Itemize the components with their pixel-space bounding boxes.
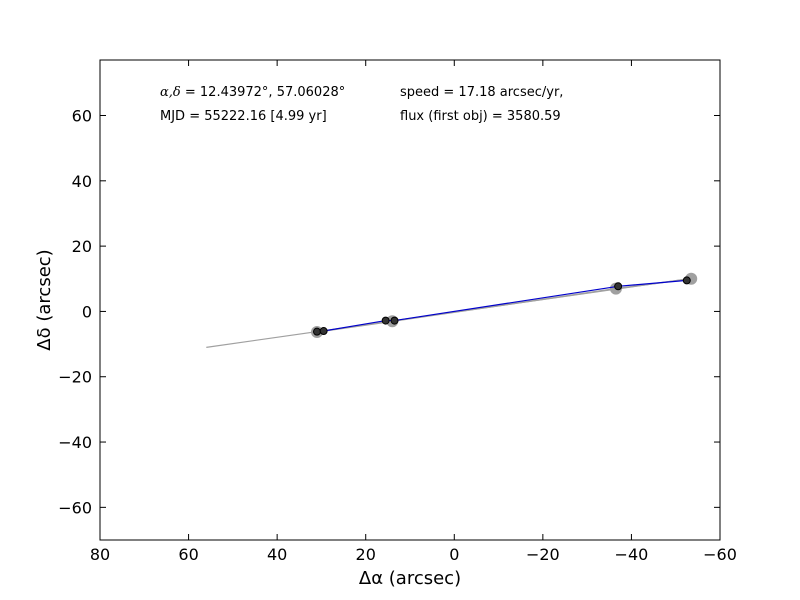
x-tick-label: −60 bbox=[703, 545, 737, 564]
x-axis-label: Δα (arcsec) bbox=[359, 568, 461, 589]
y-tick-labels: 60 40 20 0 −20 −40 −60 bbox=[58, 107, 92, 518]
annotation-coords-symbol: α,δ bbox=[160, 85, 181, 100]
annotation-flux: flux (first obj) = 3580.59 bbox=[400, 109, 561, 124]
x-tick-label: 40 bbox=[267, 545, 287, 564]
annotation-speed: speed = 17.18 arcsec/yr, bbox=[400, 85, 563, 100]
y-tick-label: 40 bbox=[72, 172, 92, 191]
y-tick-label: −40 bbox=[58, 433, 92, 452]
x-tick-label: 80 bbox=[90, 545, 110, 564]
observed-point bbox=[614, 282, 623, 291]
annotation-mjd: MJD = 55222.16 [4.99 yr] bbox=[160, 109, 327, 124]
plot-frame bbox=[99, 59, 721, 541]
x-tick-labels: 80 60 40 20 0 −20 −40 −60 bbox=[90, 545, 737, 564]
series bbox=[206, 272, 698, 348]
y-tick-label: −60 bbox=[58, 498, 92, 517]
y-tick-label: 60 bbox=[72, 107, 92, 126]
annotation-coords-value: = 12.43972°, 57.06028° bbox=[181, 85, 345, 100]
y-tick-label: −20 bbox=[58, 368, 92, 387]
y-axis-label: Δδ (arcsec) bbox=[34, 249, 55, 350]
observed-point bbox=[319, 327, 328, 336]
observed-point bbox=[313, 327, 321, 336]
x-tick-label: −40 bbox=[615, 545, 649, 564]
observed-point bbox=[682, 276, 691, 285]
observed-point bbox=[390, 316, 399, 325]
observed-point bbox=[381, 316, 390, 325]
x-tick-label: 60 bbox=[178, 545, 198, 564]
annotation-coords: α,δ = 12.43972°, 57.06028° bbox=[160, 85, 345, 100]
x-tick-label: 20 bbox=[356, 545, 376, 564]
x-tick-label: 0 bbox=[449, 545, 459, 564]
x-tick-label: −20 bbox=[526, 545, 560, 564]
ticks bbox=[99, 60, 721, 540]
y-tick-label: 0 bbox=[82, 302, 92, 321]
y-tick-label: 20 bbox=[72, 237, 92, 256]
